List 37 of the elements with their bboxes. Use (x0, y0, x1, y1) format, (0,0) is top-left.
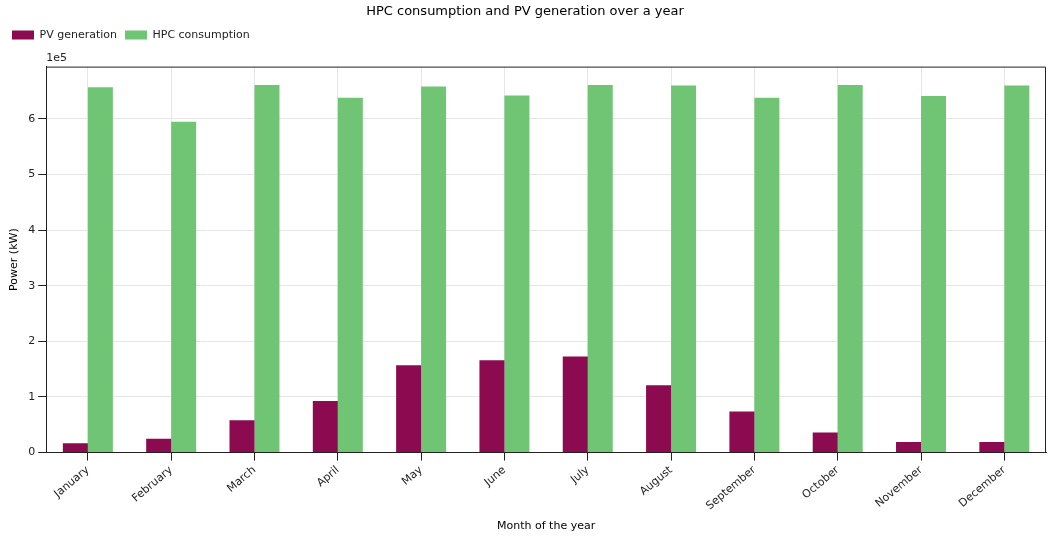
bar (229, 420, 255, 453)
bar (479, 360, 505, 453)
bar (254, 84, 280, 453)
chart-title: HPC consumption and PV generation over a year (366, 3, 685, 19)
bar (1004, 85, 1030, 453)
bar (587, 84, 613, 453)
bar (979, 442, 1005, 453)
bar (896, 442, 922, 453)
bar (562, 356, 588, 453)
bar (62, 443, 88, 453)
y-tick-label: 1 (28, 389, 36, 403)
bar (396, 365, 422, 453)
bar (171, 121, 197, 453)
bar (837, 84, 863, 453)
bar (312, 400, 338, 453)
y-tick-label: 5 (28, 167, 36, 181)
text: 1e5 (46, 50, 67, 64)
y-tick-label: 3 (28, 278, 36, 292)
bar (87, 87, 113, 453)
bar (337, 97, 363, 453)
bar (504, 95, 530, 453)
y-tick-label: 0 (28, 445, 36, 459)
bar (646, 385, 672, 453)
bar (729, 411, 755, 453)
y-tick-label: 4 (28, 222, 36, 236)
bar (421, 86, 447, 453)
bar (754, 97, 780, 453)
y-axis-title: Power (kW) (7, 228, 21, 291)
bar (812, 432, 838, 453)
y-tick-label: 6 (28, 111, 36, 125)
legend-label: HPC consumption (152, 27, 250, 41)
bar (921, 96, 947, 453)
bar (671, 85, 697, 453)
bar (146, 438, 172, 453)
legend-label: PV generation (39, 27, 118, 41)
x-axis-title: Month of the year (497, 519, 596, 533)
y-tick-label: 2 (28, 334, 36, 348)
